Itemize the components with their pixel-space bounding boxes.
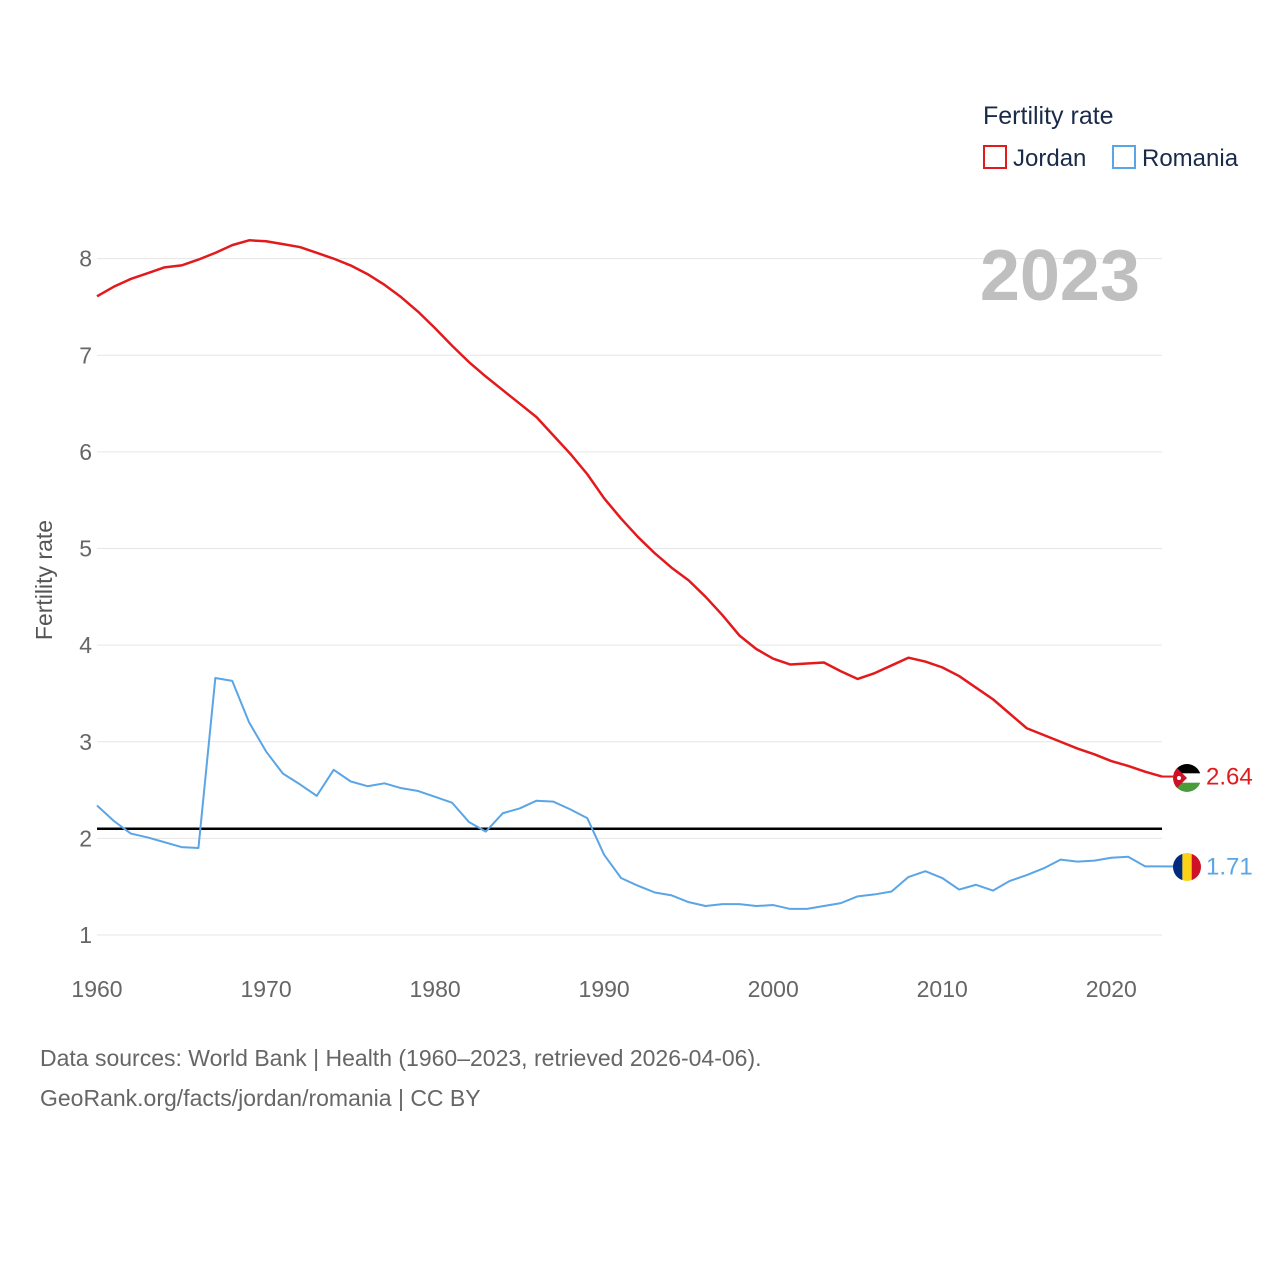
x-tick-label: 1980 [410,976,461,1002]
legend: Fertility rate Jordan Romania [983,102,1239,172]
y-tick-label: 2 [79,825,92,851]
gridlines [97,258,1162,936]
x-tick-label: 2000 [748,976,799,1002]
legend-title: Fertility rate [983,102,1114,130]
series-line-jordan [96,239,1163,778]
data-source-text: Data sources: World Bank | Health (1960–… [40,1045,762,1071]
romania-flag-icon [1173,853,1201,881]
source-url-link[interactable]: GeoRank.org/facts/jordan/romania | CC BY [40,1085,481,1111]
legend-item-jordan[interactable]: Jordan [983,145,1086,172]
year-label: 2023 [980,236,1140,316]
y-tick-label: 8 [79,246,92,272]
end-label-romania: 1.71 [1206,853,1253,880]
y-tick-label: 1 [79,922,92,948]
y-tick-label: 7 [79,342,92,368]
legend-item-romania[interactable]: Romania [1112,145,1239,172]
x-tick-label: 2020 [1086,976,1137,1002]
series-lines [96,239,1175,910]
y-tick-label: 5 [79,536,92,562]
legend-swatch-romania [1112,145,1136,169]
x-tick-label: 2010 [917,976,968,1002]
y-axis-label: Fertility rate [31,520,57,640]
x-tick-label: 1990 [579,976,630,1002]
y-tick-label: 3 [79,729,92,755]
y-tick-label: 4 [79,632,92,658]
x-tick-label: 1960 [71,976,122,1002]
legend-swatch-jordan [983,145,1007,169]
end-labels: 2.64 1.71 [1206,764,1253,881]
jordan-flag-icon [1173,764,1201,792]
legend-label-romania: Romania [1142,145,1239,172]
series-line-romania [96,676,1162,910]
end-label-jordan: 2.64 [1206,764,1253,791]
x-tick-label: 1970 [240,976,291,1002]
y-tick-label: 6 [79,439,92,465]
legend-label-jordan: Jordan [1013,145,1086,172]
y-axis-ticks: 1 2 3 4 5 6 7 8 [79,246,92,948]
x-axis-ticks: 1960 1970 1980 1990 2000 2010 2020 [71,976,1136,1002]
